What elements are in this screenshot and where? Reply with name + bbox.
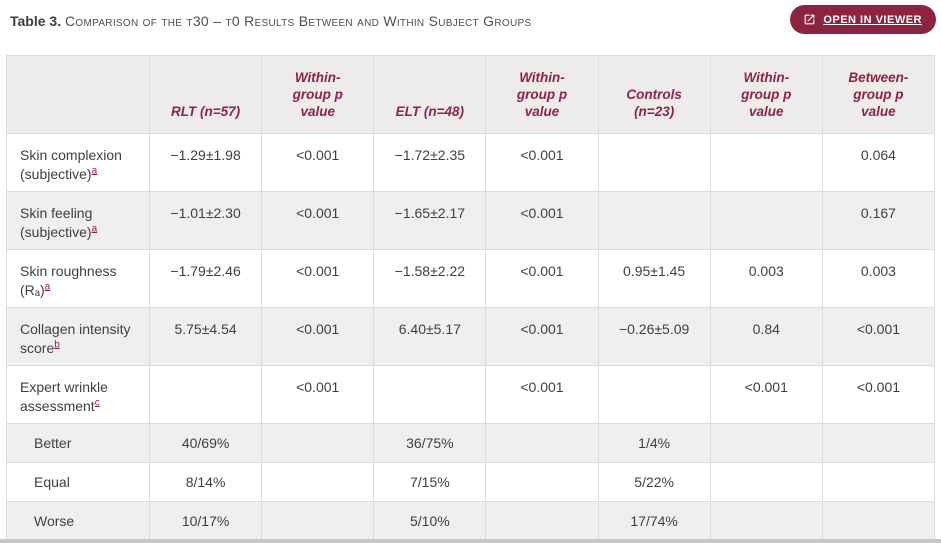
- column-header-within-p-1: Within- group p value: [261, 55, 375, 134]
- table-cell: [261, 423, 375, 463]
- table-cell: <0.001: [821, 365, 936, 424]
- table-cell: [597, 133, 711, 192]
- column-header-elt: ELT (n=48): [373, 55, 487, 134]
- footnote-marker-a[interactable]: a: [91, 223, 98, 235]
- table-cell: 0.95±1.45: [597, 249, 711, 308]
- table-cell: [261, 462, 375, 502]
- table-cell: <0.001: [821, 307, 936, 366]
- table-cell: −1.29±1.98: [148, 133, 263, 192]
- row-label: Expert wrinkle assessmentc: [6, 365, 150, 424]
- table-cell: [709, 133, 823, 192]
- table-cell: [709, 191, 823, 250]
- table-cell: 6.40±5.17: [373, 307, 487, 366]
- row-label: Skin feeling (subjective)a: [6, 191, 150, 250]
- table-cell: −1.58±2.22: [373, 249, 487, 308]
- table-row-skin-roughness: Skin roughness (Rₐ)a −1.79±2.46 <0.001 −…: [6, 249, 936, 308]
- table-cell: [373, 365, 487, 424]
- table-cell: 36/75%: [373, 423, 487, 463]
- column-header-within-p-3: Within- group p value: [709, 55, 823, 134]
- footnote-marker-c[interactable]: c: [94, 397, 100, 409]
- row-label: Collagen intensity scoreb: [6, 307, 150, 366]
- table-row-worse: Worse 10/17% 5/10% 17/74%: [6, 501, 936, 541]
- table-cell: [597, 365, 711, 424]
- table-cell: <0.001: [485, 133, 599, 192]
- table-cell: <0.001: [261, 307, 375, 366]
- table-row-skin-complexion: Skin complexion (subjective)a −1.29±1.98…: [6, 133, 936, 192]
- table-cell: 5.75±4.54: [148, 307, 263, 366]
- open-in-viewer-label: OPEN IN VIEWER: [823, 13, 922, 26]
- table-cell: 17/74%: [597, 501, 711, 541]
- open-in-viewer-button[interactable]: OPEN IN VIEWER: [790, 5, 936, 34]
- table-title: Table 3. Comparison of the t30 – t0 Resu…: [10, 12, 781, 30]
- results-table: RLT (n=57) Within- group p value ELT (n=…: [6, 55, 936, 541]
- table-cell: <0.001: [485, 307, 599, 366]
- table-cell: −1.01±2.30: [148, 191, 263, 250]
- table-row-equal: Equal 8/14% 7/15% 5/22%: [6, 462, 936, 502]
- table-title-text: Comparison of the t30 – t0 Results Betwe…: [64, 13, 532, 29]
- table-cell: −1.79±2.46: [148, 249, 263, 308]
- table-cell: <0.001: [709, 365, 823, 424]
- table-cell: 0.003: [709, 249, 823, 308]
- table-cell: −1.72±2.35: [373, 133, 487, 192]
- table-cell: [821, 501, 936, 541]
- table-cell: <0.001: [261, 365, 375, 424]
- table-cell: [821, 423, 936, 463]
- table-title-label: Table 3.: [10, 13, 62, 29]
- row-label: Better: [6, 423, 150, 463]
- table-cell: 0.84: [709, 307, 823, 366]
- table-cell: 5/22%: [597, 462, 711, 502]
- table-cell: 0.064: [821, 133, 936, 192]
- table-cell: 40/69%: [148, 423, 263, 463]
- footnote-marker-a[interactable]: a: [44, 281, 51, 293]
- column-header-within-p-2: Within- group p value: [485, 55, 599, 134]
- table-cell: [261, 501, 375, 541]
- table-cell: [709, 462, 823, 502]
- table-row-collagen-intensity: Collagen intensity scoreb 5.75±4.54 <0.0…: [6, 307, 936, 366]
- corner-header: [6, 55, 150, 134]
- table-cell: −0.26±5.09: [597, 307, 711, 366]
- table-row-expert-wrinkle: Expert wrinkle assessmentc <0.001 <0.001…: [6, 365, 936, 424]
- table-cell: 8/14%: [148, 462, 263, 502]
- table-cell: 5/10%: [373, 501, 487, 541]
- table-row-better: Better 40/69% 36/75% 1/4%: [6, 423, 936, 463]
- table-cell: <0.001: [261, 133, 375, 192]
- header-row: RLT (n=57) Within- group p value ELT (n=…: [6, 55, 936, 134]
- table-cell: [485, 501, 599, 541]
- row-label: Equal: [6, 462, 150, 502]
- column-header-between-p: Between- group p value: [821, 55, 936, 134]
- table-cell: [148, 365, 263, 424]
- table-cell: [709, 423, 823, 463]
- table-cell: 10/17%: [148, 501, 263, 541]
- table-cell: [709, 501, 823, 541]
- open-in-new-icon: [803, 13, 816, 26]
- table-cell: <0.001: [261, 191, 375, 250]
- column-header-rlt: RLT (n=57): [148, 55, 263, 134]
- footnote-marker-b[interactable]: b: [54, 339, 60, 351]
- table-cell: <0.001: [261, 249, 375, 308]
- table-cell: [597, 191, 711, 250]
- table-cell: <0.001: [485, 365, 599, 424]
- table-cell: [485, 462, 599, 502]
- table-cell: <0.001: [485, 249, 599, 308]
- bottom-scrollbar[interactable]: [0, 539, 941, 543]
- column-header-controls: Controls (n=23): [597, 55, 711, 134]
- row-label: Worse: [6, 501, 150, 541]
- table-cell: 0.003: [821, 249, 936, 308]
- row-label: Skin roughness (Rₐ)a: [6, 249, 150, 308]
- row-label: Skin complexion (subjective)a: [6, 133, 150, 192]
- table-cell: −1.65±2.17: [373, 191, 487, 250]
- table-cell: 7/15%: [373, 462, 487, 502]
- table-cell: [485, 423, 599, 463]
- table-cell: <0.001: [485, 191, 599, 250]
- table-row-skin-feeling: Skin feeling (subjective)a −1.01±2.30 <0…: [6, 191, 936, 250]
- table-cell: 0.167: [821, 191, 936, 250]
- table-cell: [821, 462, 936, 502]
- table-cell: 1/4%: [597, 423, 711, 463]
- footnote-marker-a[interactable]: a: [91, 165, 98, 177]
